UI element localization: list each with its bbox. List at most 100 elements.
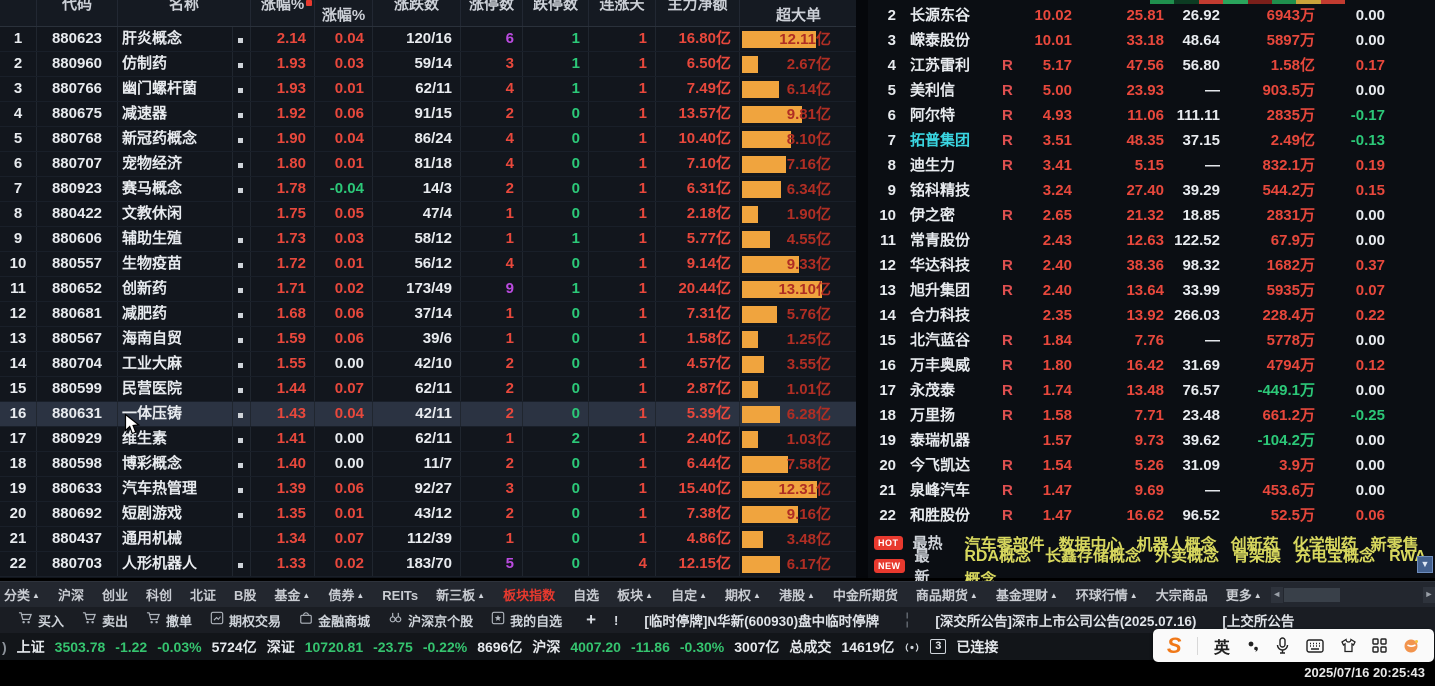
tab-债券[interactable]: 债券 ▲ bbox=[328, 587, 365, 603]
ime-keyboard-icon[interactable] bbox=[1306, 638, 1324, 653]
stock-row[interactable]: 18 万里扬 R 1.58 7.71 23.48 661.2万 -0.25 bbox=[868, 403, 1393, 428]
ime-emoji-icon[interactable] bbox=[1403, 638, 1420, 654]
sector-row[interactable]: 13 880567 海南自贸 1.59 0.06 39/6 1 0 1 1.58亿 1.25亿 bbox=[0, 327, 858, 352]
tab-scroll-right-icon[interactable]: ► bbox=[1423, 587, 1435, 603]
toolbar-item-卖出[interactable]: 卖出 bbox=[82, 610, 128, 630]
tab-scrollbar[interactable] bbox=[1283, 588, 1340, 602]
sector-row[interactable]: 18 880598 博彩概念 1.40 0.00 11/7 2 0 1 6.44亿 7.58亿 bbox=[0, 452, 858, 477]
sector-row[interactable]: 20 880692 短剧游戏 1.35 0.01 43/12 2 0 1 7.38亿 9.16亿 bbox=[0, 502, 858, 527]
tab-港股[interactable]: 港股 ▲ bbox=[778, 587, 815, 603]
toolbar-item-金融商城[interactable]: 金融商城 bbox=[299, 610, 370, 630]
stock-row[interactable]: 9 铭科精技 3.24 27.40 39.29 544.2万 0.15 bbox=[868, 178, 1393, 203]
header-9[interactable]: 超大单 bbox=[740, 0, 858, 26]
new-concept-link[interactable]: RDA概念 bbox=[964, 547, 1031, 565]
tab-基金理财[interactable]: 基金理财 ▲ bbox=[995, 587, 1058, 603]
stock-row[interactable]: 4 江苏雷利 R 5.17 47.56 56.80 1.58亿 0.17 bbox=[868, 53, 1393, 78]
header-6[interactable]: 跌停数 bbox=[523, 0, 589, 26]
ime-apps-grid-icon[interactable] bbox=[1372, 638, 1388, 653]
tab-基金[interactable]: 基金 ▲ bbox=[274, 587, 311, 603]
tab-期权[interactable]: 期权 ▲ bbox=[725, 587, 761, 603]
tab-商品期货[interactable]: 商品期货 ▲ bbox=[915, 587, 978, 603]
sector-row[interactable]: 12 880681 减肥药 1.68 0.06 37/14 1 0 1 7.31亿 5.76亿 bbox=[0, 302, 858, 327]
hot-concept-link[interactable]: 数据中心 bbox=[1058, 536, 1123, 554]
new-concept-link[interactable]: 外卖概念 bbox=[1155, 547, 1220, 565]
tab-分类[interactable]: 分类 ▲ bbox=[4, 587, 40, 603]
tab-中金所期货[interactable]: 中金所期货 bbox=[832, 587, 898, 603]
new-concept-link[interactable]: 充电宝概念 bbox=[1295, 547, 1376, 565]
ime-skin-icon[interactable] bbox=[1340, 638, 1357, 653]
tab-B股[interactable]: B股 bbox=[234, 587, 257, 603]
sector-row[interactable]: 21 880437 通用机械 1.34 0.07 112/39 1 0 1 4.86亿 3.48亿 bbox=[0, 527, 858, 552]
sector-row[interactable]: 14 880704 工业大麻 1.55 0.00 42/10 2 0 1 4.57亿 3.55亿 bbox=[0, 352, 858, 377]
hot-concept-link[interactable]: 汽车零部件 bbox=[964, 536, 1045, 554]
stock-row[interactable]: 16 万丰奥威 R 1.80 16.42 31.69 4794万 0.12 bbox=[868, 353, 1393, 378]
stock-row[interactable]: 2 长源东谷 10.02 25.81 26.92 6943万 0.00 bbox=[868, 3, 1393, 28]
tab-板块指数[interactable]: 板块指数 bbox=[503, 587, 556, 603]
sector-row[interactable]: 8 880422 文教休闲 1.75 0.05 47/4 1 0 1 2.18亿 1.90亿 bbox=[0, 202, 858, 227]
toolbar-item-撤单[interactable]: 撤单 bbox=[146, 610, 192, 630]
sector-row[interactable]: 4 880675 减速器 1.92 0.06 91/15 2 0 1 13.57亿 9.81亿 bbox=[0, 102, 858, 127]
stock-row[interactable]: 20 今飞凯达 R 1.54 5.26 31.09 3.9万 0.00 bbox=[868, 453, 1393, 478]
stock-row[interactable]: 21 泉峰汽车 R 1.47 9.69 — 453.6万 0.00 bbox=[868, 478, 1393, 503]
tab-自选[interactable]: 自选 bbox=[573, 587, 600, 603]
hot-concept-link[interactable]: 化学制药 bbox=[1292, 536, 1357, 554]
tab-REITs[interactable]: REITs bbox=[382, 587, 419, 603]
header-0[interactable]: 代码 bbox=[37, 0, 118, 26]
tab-大宗商品[interactable]: 大宗商品 bbox=[1155, 587, 1208, 603]
stock-row[interactable]: 12 华达科技 R 2.40 38.36 98.32 1682万 0.37 bbox=[868, 253, 1393, 278]
ime-mic-icon[interactable] bbox=[1275, 637, 1290, 654]
tab-scroll-left-icon[interactable]: ◄ bbox=[1270, 587, 1283, 603]
ime-logo-icon[interactable]: S bbox=[1166, 632, 1182, 658]
announcement-link[interactable]: [上交所公告 bbox=[1222, 614, 1295, 629]
scroll-down-arrow[interactable]: ▼ bbox=[1417, 556, 1433, 573]
header-5[interactable]: 涨停数 bbox=[461, 0, 523, 26]
sector-row[interactable]: 11 880652 创新药 1.71 0.02 173/49 9 1 1 20.44亿 13.10亿 bbox=[0, 277, 858, 302]
ime-punctuation-icon[interactable] bbox=[1246, 638, 1260, 654]
tab-创业[interactable]: 创业 bbox=[101, 587, 128, 603]
header-7[interactable]: 连涨天 bbox=[589, 0, 656, 26]
tab-板块[interactable]: 板块 ▲ bbox=[617, 587, 654, 603]
sector-row[interactable]: 17 880929 维生素 1.41 0.00 62/11 1 2 1 2.40亿 1.03亿 bbox=[0, 427, 858, 452]
tab-环球行情[interactable]: 环球行情 ▲ bbox=[1075, 587, 1138, 603]
tab-北证[interactable]: 北证 bbox=[189, 587, 216, 603]
header-1[interactable]: 名称 bbox=[118, 0, 251, 26]
header-4[interactable]: 涨跌数 bbox=[373, 0, 461, 26]
tab-更多[interactable]: 更多 ▲ bbox=[1225, 587, 1262, 603]
sector-row[interactable]: 22 880703 人形机器人 1.33 0.02 183/70 5 0 4 12.15亿 6.17… bbox=[0, 552, 858, 577]
sector-row[interactable]: 1 880623 肝炎概念 2.14 0.04 120/16 6 1 1 16.80亿 12.11亿 bbox=[0, 27, 858, 52]
alert-button[interactable]: ! bbox=[614, 612, 619, 628]
stock-row[interactable]: 14 合力科技 2.35 13.92 266.03 228.4万 0.22 bbox=[868, 303, 1393, 328]
sector-row[interactable]: 9 880606 辅助生殖 1.73 0.03 58/12 1 1 1 5.77亿 4.55亿 bbox=[0, 227, 858, 252]
new-concept-link[interactable]: 长鑫存储概念 bbox=[1045, 547, 1142, 565]
sector-row[interactable]: 2 880960 仿制药 1.93 0.03 59/14 3 1 1 6.50亿 2.67亿 bbox=[0, 52, 858, 77]
sector-row[interactable]: 19 880633 汽车热管理 1.39 0.06 92/27 3 0 1 15.40亿 12.31… bbox=[0, 477, 858, 502]
stock-row[interactable]: 10 伊之密 R 2.65 21.32 18.85 2831万 0.00 bbox=[868, 203, 1393, 228]
stock-row[interactable]: 8 迪生力 R 3.41 5.15 — 832.1万 0.19 bbox=[868, 153, 1393, 178]
toolbar-item-买入[interactable]: 买入 bbox=[18, 610, 64, 630]
header-3[interactable]: 涨幅% bbox=[315, 0, 373, 26]
sector-row[interactable]: 5 880768 新冠药概念 1.90 0.04 86/24 4 0 1 10.40亿 8.10亿 bbox=[0, 127, 858, 152]
sector-row[interactable]: 10 880557 生物疫苗 1.72 0.01 56/12 4 0 1 9.14亿 9.33亿 bbox=[0, 252, 858, 277]
tab-新三板[interactable]: 新三板 ▲ bbox=[436, 587, 486, 603]
hot-concept-link[interactable]: 新零售 bbox=[1370, 536, 1419, 554]
sector-row[interactable]: 6 880707 宠物经济 1.80 0.01 81/18 4 0 1 7.10亿 7.16亿 bbox=[0, 152, 858, 177]
stock-row[interactable]: 22 和胜股份 R 1.47 16.62 96.52 52.5万 0.06 bbox=[868, 503, 1393, 528]
sector-row[interactable]: 3 880766 幽门螺杆菌 1.93 0.01 62/11 4 1 1 7.49亿 6.14亿 bbox=[0, 77, 858, 102]
new-concept-link[interactable]: 骨架膜 bbox=[1233, 547, 1282, 565]
toolbar-item-我的自选[interactable]: 我的自选 bbox=[491, 611, 562, 630]
stock-row[interactable]: 15 北汽蓝谷 R 1.84 7.76 — 5778万 0.00 bbox=[868, 328, 1393, 353]
stock-row[interactable]: 11 常青股份 2.43 12.63 122.52 67.9万 0.00 bbox=[868, 228, 1393, 253]
stock-row[interactable]: 7 拓普集团 R 3.51 48.35 37.15 2.49亿 -0.13 bbox=[868, 128, 1393, 153]
tab-自定[interactable]: 自定 ▲ bbox=[671, 587, 707, 603]
sector-row[interactable]: 7 880923 赛马概念 1.78 -0.04 14/3 2 0 1 6.31亿 6.34亿 bbox=[0, 177, 858, 202]
sector-row[interactable]: 15 880599 民营医院 1.44 0.07 62/11 2 0 1 2.87亿 1.01亿 bbox=[0, 377, 858, 402]
ime-language-toggle[interactable]: 英 bbox=[1213, 639, 1230, 657]
hot-concept-link[interactable]: 机器人概念 bbox=[1136, 536, 1217, 554]
stock-row[interactable]: 6 阿尔特 R 4.93 11.06 111.11 2835万 -0.17 bbox=[868, 103, 1393, 128]
stock-row[interactable]: 5 美利信 R 5.00 23.93 — 903.5万 0.00 bbox=[868, 78, 1393, 103]
hot-concept-link[interactable]: 创新药 bbox=[1230, 536, 1279, 554]
header-2[interactable]: 涨幅% bbox=[251, 0, 315, 26]
header-8[interactable]: 主力净额 bbox=[656, 0, 740, 26]
toolbar-item-沪深京个股[interactable]: 沪深京个股 bbox=[388, 610, 473, 630]
announcement-link[interactable]: [临时停牌]N华新(600930)盘中临时停牌 bbox=[644, 614, 880, 629]
